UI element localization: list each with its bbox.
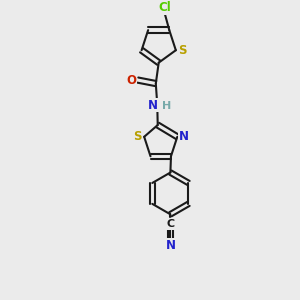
- Text: O: O: [126, 74, 136, 87]
- Text: Cl: Cl: [159, 1, 171, 14]
- Text: C: C: [166, 220, 175, 230]
- Text: N: N: [179, 130, 189, 143]
- Text: S: S: [178, 44, 187, 57]
- Text: H: H: [162, 101, 171, 111]
- Text: N: N: [148, 98, 158, 112]
- Text: N: N: [165, 239, 176, 252]
- Text: S: S: [134, 130, 142, 143]
